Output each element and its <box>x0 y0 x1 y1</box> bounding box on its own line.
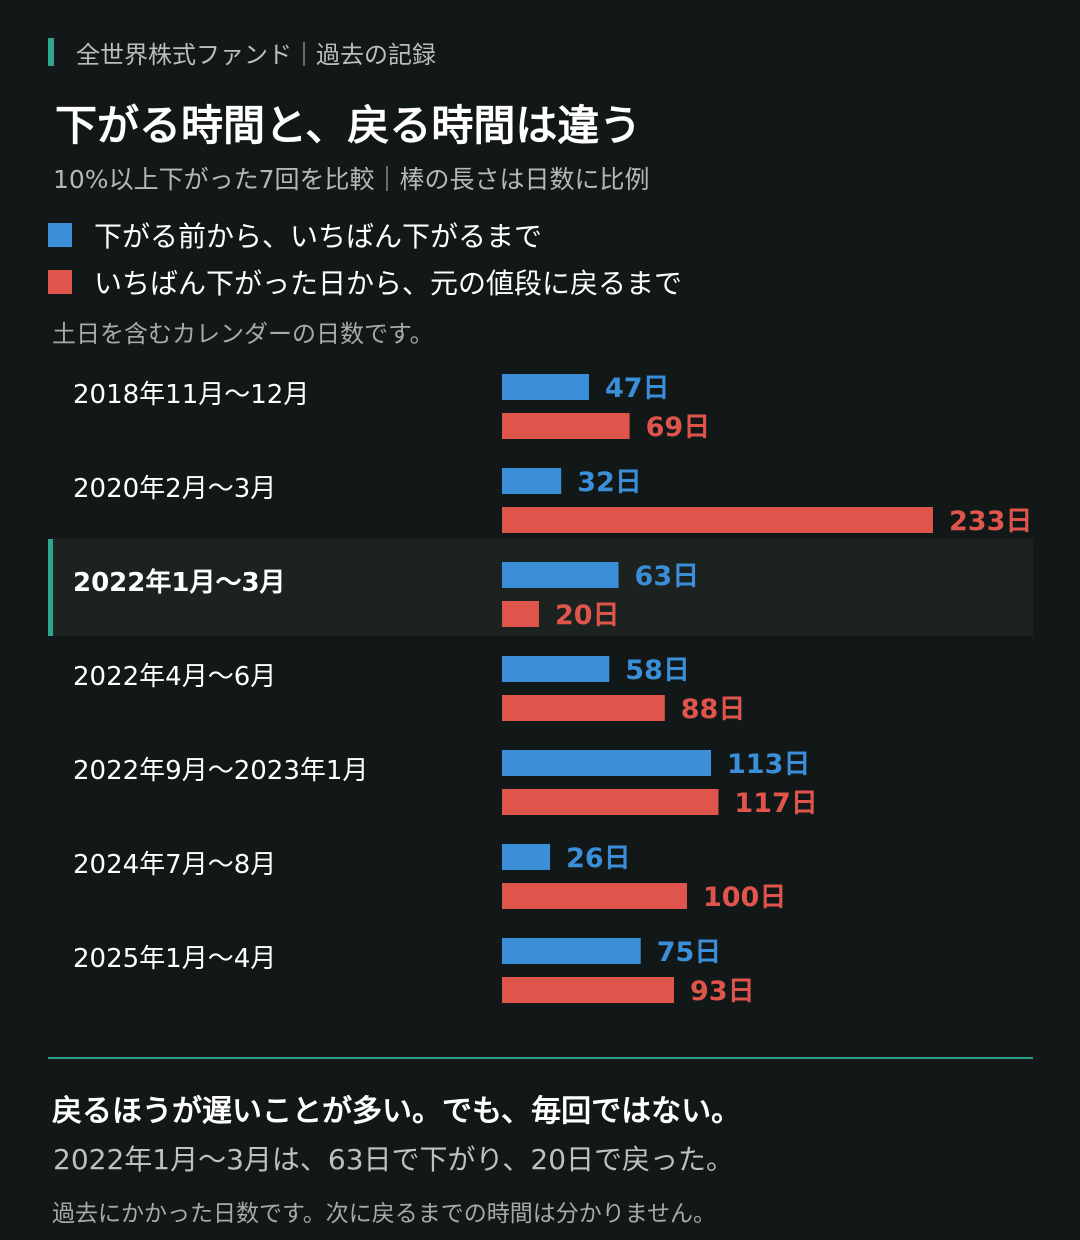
legend-swatch-decline <box>48 223 72 247</box>
value-label-recovery: 117日 <box>734 788 817 819</box>
legend-item-decline: 下がる前から、いちばん下がるまで <box>48 218 543 253</box>
detail-text: 2022年1月～3月は、63日で下がり、20日で戻った。 <box>53 1143 735 1176</box>
highlight-row-accent <box>48 539 53 636</box>
value-label-recovery: 88日 <box>681 694 746 725</box>
divider <box>48 1057 1033 1059</box>
category-label: 2025年1月～4月 <box>73 944 276 974</box>
bar-decline <box>502 468 562 494</box>
value-label-recovery: 69日 <box>646 412 711 443</box>
kicker-text: 全世界株式ファンド｜過去の記録 <box>76 40 436 69</box>
bar-decline <box>502 562 619 588</box>
caveat-text: 過去にかかった日数です。次に戻るまでの時間は分かりません。 <box>52 1201 717 1227</box>
bar-recovery <box>502 695 665 721</box>
bar-decline <box>502 374 589 400</box>
value-label-decline: 63日 <box>635 561 700 592</box>
kicker-accent-bar <box>48 38 54 66</box>
bar-decline <box>502 656 610 682</box>
value-label-recovery: 20日 <box>555 600 620 631</box>
chart-subtitle: 10%以上下がった7回を比較｜棒の長さは日数に比例 <box>53 165 650 194</box>
chart-note: 土日を含むカレンダーの日数です。 <box>52 320 434 348</box>
category-label: 2022年9月～2023年1月 <box>73 756 368 786</box>
kicker: 全世界株式ファンド｜過去の記録 <box>48 36 436 69</box>
bar-recovery <box>502 789 719 815</box>
legend-label-recovery: いちばん下がった日から、元の値段に戻るまで <box>94 267 683 300</box>
value-label-decline: 26日 <box>566 843 631 874</box>
value-label-decline: 75日 <box>657 937 722 968</box>
value-label-decline: 47日 <box>605 373 670 404</box>
bar-decline <box>502 750 712 776</box>
category-label: 2020年2月～3月 <box>73 474 276 504</box>
conclusion-text: 戻るほうが遅いことが多い。でも、毎回ではない。 <box>52 1094 742 1129</box>
bar-decline <box>502 844 551 870</box>
bar-recovery <box>502 413 630 439</box>
legend-label-decline: 下がる前から、いちばん下がるまで <box>94 220 543 253</box>
category-label: 2024年7月～8月 <box>73 850 276 880</box>
bar-recovery <box>502 977 675 1003</box>
value-label-recovery: 233日 <box>949 506 1032 537</box>
value-label-decline: 32日 <box>577 467 642 498</box>
category-label: 2022年1月～3月 <box>73 567 286 598</box>
category-label: 2022年4月～6月 <box>73 662 276 692</box>
value-label-decline: 58日 <box>625 655 690 686</box>
bar-decline <box>502 938 641 964</box>
bar-recovery <box>502 883 687 909</box>
bar-recovery <box>502 507 933 533</box>
category-label: 2018年11月～12月 <box>73 380 309 410</box>
legend-swatch-recovery <box>48 270 72 294</box>
value-label-recovery: 93日 <box>690 976 755 1007</box>
legend-item-recovery: いちばん下がった日から、元の値段に戻るまで <box>48 265 683 300</box>
bar-recovery <box>502 601 539 627</box>
value-label-decline: 113日 <box>727 749 810 780</box>
value-label-recovery: 100日 <box>703 882 786 913</box>
chart-title: 下がる時間と、戻る時間は違う <box>55 101 642 150</box>
